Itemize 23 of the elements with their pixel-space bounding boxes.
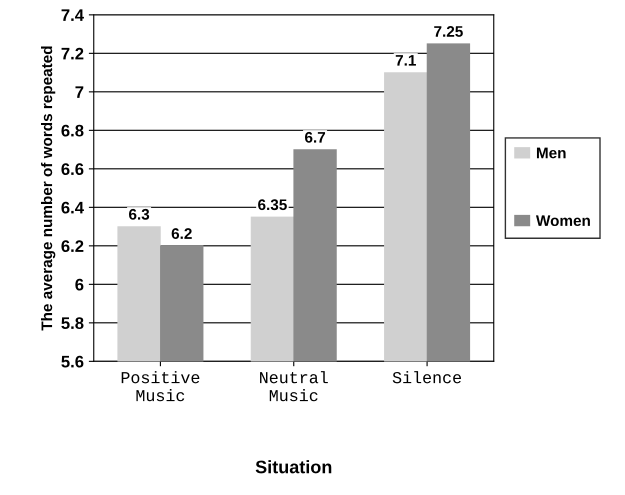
legend-label: Men	[536, 148, 566, 158]
data-label: 6.35	[258, 199, 287, 210]
x-axis-title: Situation	[256, 460, 332, 474]
legend-label: Women	[536, 215, 590, 226]
x-tick-label: Neutral Music	[260, 371, 328, 402]
y-tick-label: 5.6	[61, 356, 84, 368]
x-tick-label: Positive Music	[122, 371, 200, 402]
y-tick-label: 5.8	[61, 317, 84, 330]
data-label: 6.3	[129, 208, 150, 220]
data-label: 6.7	[305, 132, 326, 143]
data-label: 7.25	[434, 26, 463, 37]
data-label: 6.2	[172, 228, 192, 239]
y-axis-title: The average number of words repeated	[40, 46, 56, 331]
y-tick-label: 7	[75, 86, 84, 98]
x-tick-label: Silence	[392, 371, 461, 384]
y-tick-label: 6.6	[61, 163, 84, 176]
y-tick-label: 7.2	[62, 48, 84, 60]
y-tick-label: 6.2	[61, 240, 84, 252]
y-tick-label: 6.8	[61, 124, 84, 137]
data-label: 7.1	[396, 55, 416, 66]
y-tick-label: 7.4	[62, 9, 84, 21]
y-tick-label: 6	[75, 278, 84, 291]
y-tick-label: 6.4	[61, 202, 84, 214]
